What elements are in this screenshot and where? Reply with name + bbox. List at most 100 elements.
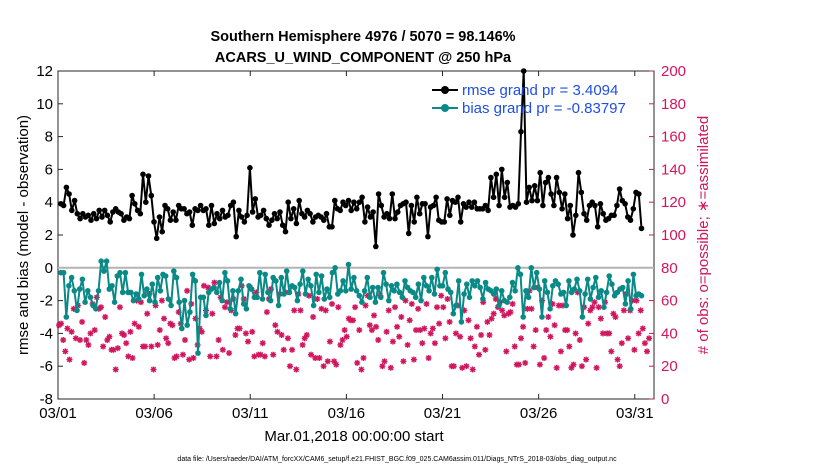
bias-point (130, 297, 137, 304)
rmse-point (345, 197, 352, 204)
bias-point (353, 288, 360, 294)
obs-marker (564, 327, 571, 334)
rmse-point (96, 207, 102, 214)
bias-point (291, 284, 298, 291)
obs-marker (354, 359, 361, 366)
rmse-point (296, 197, 303, 204)
obs-marker (358, 366, 365, 373)
rmse-point (153, 235, 160, 242)
rmse-point (274, 215, 281, 222)
bias-point (318, 273, 325, 279)
rmse-point (403, 199, 409, 205)
rmse-point (329, 224, 335, 230)
rmse-point (277, 209, 283, 215)
rmse-point (581, 210, 587, 217)
y-tick-label: 10 (36, 96, 53, 113)
rmse-point (614, 202, 620, 209)
bias-point (324, 286, 330, 292)
rmse-point (638, 225, 645, 232)
rmse-point (636, 191, 642, 197)
obs-marker (81, 359, 88, 366)
rmse-point (293, 220, 300, 227)
rmse-point (370, 209, 376, 215)
bias-point (243, 306, 250, 312)
rmse-point (373, 243, 379, 250)
bias-point (286, 289, 293, 296)
rmse-point (148, 192, 155, 199)
rmse-point (181, 206, 187, 212)
bias-point (380, 269, 387, 276)
rmse-point (266, 222, 272, 228)
bias-point (399, 294, 406, 301)
y-right-tick-label: 200 (661, 63, 686, 80)
chart-title: Southern Hemisphere 4976 / 5070 = 98.146… (210, 29, 515, 45)
bias-point (181, 297, 188, 304)
rmse-point (597, 201, 604, 207)
obs-marker (457, 333, 464, 340)
rmse-point (260, 207, 267, 214)
bias-point (431, 291, 438, 297)
rmse-point (468, 204, 475, 210)
obs-marker (442, 335, 449, 342)
rmse-point (556, 189, 563, 196)
rmse-point (69, 207, 75, 214)
bias-point (262, 271, 269, 278)
obs-marker (169, 322, 176, 329)
obs-marker (242, 330, 249, 337)
rmse-point (307, 210, 313, 217)
rmse-point (430, 202, 437, 209)
obs-marker (486, 332, 493, 338)
y-tick-label: 6 (45, 161, 53, 178)
rmse-point (353, 206, 360, 212)
obs-marker (488, 315, 495, 322)
obs-marker (509, 300, 516, 307)
obs-marker (438, 292, 445, 299)
obs-marker (637, 307, 644, 314)
rmse-point (531, 183, 538, 189)
rmse-point (164, 206, 171, 212)
obs-marker (366, 322, 373, 329)
y-right-tick-label: 120 (661, 194, 686, 211)
bias-point (95, 288, 102, 294)
bias-point (560, 289, 567, 296)
rmse-point (290, 206, 297, 212)
bias-point (625, 278, 631, 284)
bias-point (222, 269, 228, 276)
bias-point (82, 299, 88, 306)
bias-point (128, 289, 134, 296)
obs-marker (278, 332, 285, 338)
obs-marker (322, 307, 329, 314)
obs-marker (129, 355, 136, 361)
bias-point (211, 284, 217, 291)
bias-point (259, 296, 266, 302)
rmse-point (452, 199, 459, 205)
rmse-point (411, 219, 418, 225)
rmse-point (351, 199, 357, 205)
bias-point (216, 279, 223, 286)
obs-marker (423, 300, 430, 307)
bias-point (394, 281, 400, 288)
rmse-point (356, 199, 363, 205)
obs-marker (410, 356, 417, 363)
bias-point (517, 271, 524, 278)
rmse-point (88, 217, 94, 223)
bias-point (117, 269, 123, 276)
bias-point (281, 291, 287, 297)
obs-marker (215, 337, 222, 343)
obs-marker (484, 318, 491, 325)
bias-point (528, 265, 535, 271)
obs-marker (284, 335, 291, 342)
y-tick-label: 0 (45, 260, 53, 277)
bias-point (283, 268, 290, 274)
y-right-tick-label: 20 (661, 358, 678, 375)
bias-point (332, 265, 338, 271)
obs-marker (595, 304, 602, 311)
obs-marker (446, 318, 453, 325)
obs-marker (360, 355, 367, 361)
bias-point (512, 288, 518, 294)
y-axis-label: rmse and bias (model - observation) (15, 115, 32, 355)
bias-point (576, 288, 583, 294)
bias-point (240, 301, 247, 307)
bias-point (345, 261, 352, 268)
rmse-point (499, 166, 505, 173)
